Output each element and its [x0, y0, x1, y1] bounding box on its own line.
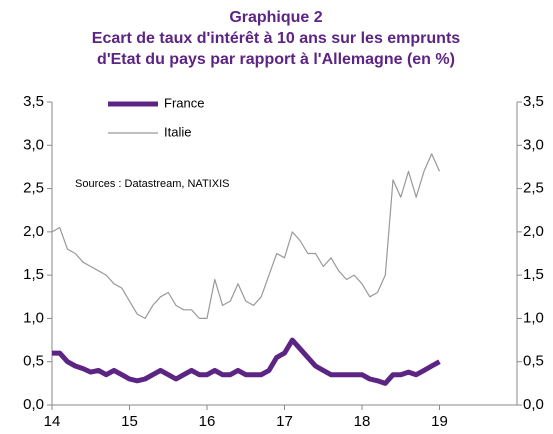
legend-label: France [164, 95, 204, 110]
y2-tick-label: 0,0 [523, 396, 544, 413]
x-tick-label: 17 [276, 413, 293, 430]
y-tick-label: 2,5 [23, 180, 44, 197]
y-tick-label: 3,5 [23, 93, 44, 110]
chart-subtitle: d'Etat du pays par rapport à l'Allemagne… [97, 51, 455, 68]
y2-tick-label: 1,0 [523, 309, 544, 326]
y-tick-label: 1,0 [23, 309, 44, 326]
y2-tick-label: 0,5 [523, 353, 544, 370]
series-line [51, 153, 441, 319]
x-tick-label: 19 [431, 413, 448, 430]
x-tick-label: 14 [44, 413, 61, 430]
x-tick-label: 18 [354, 413, 371, 430]
legend-label: Italie [164, 124, 191, 139]
y-tick-label: 0,5 [23, 353, 44, 370]
chart-subtitle: Ecart de taux d'intérêt à 10 ans sur les… [92, 30, 460, 47]
x-tick-label: 16 [199, 413, 216, 430]
y2-tick-label: 1,5 [523, 266, 544, 283]
y2-tick-label: 2,5 [523, 180, 544, 197]
x-tick-label: 15 [121, 413, 138, 430]
y-tick-label: 3,0 [23, 136, 44, 153]
y-tick-label: 2,0 [23, 223, 44, 240]
series-line [52, 337, 441, 386]
y2-tick-label: 2,0 [523, 223, 544, 240]
y-tick-label: 1,5 [23, 266, 44, 283]
chart-title: Graphique 2 [229, 9, 322, 26]
y2-tick-label: 3,0 [523, 136, 544, 153]
source-note: Sources : Datastream, NATIXIS [75, 178, 229, 190]
y-tick-label: 0,0 [23, 396, 44, 413]
y2-tick-label: 3,5 [523, 93, 544, 110]
